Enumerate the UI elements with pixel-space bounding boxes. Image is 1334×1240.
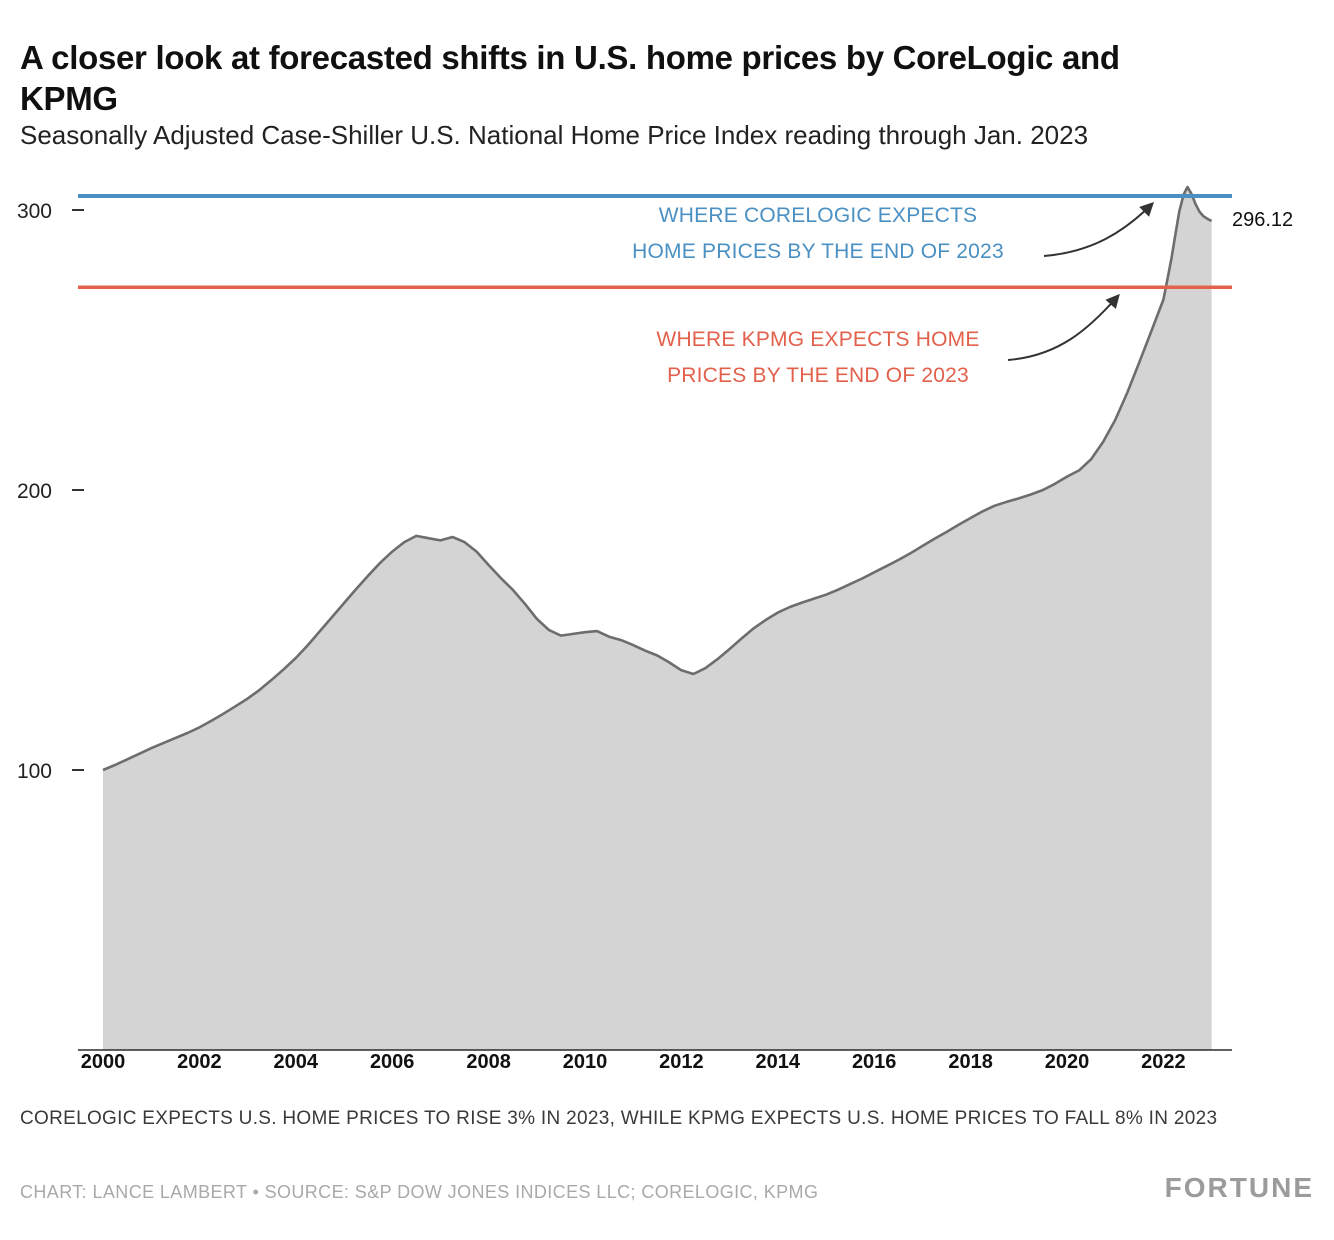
x-tick-label: 2000	[81, 1051, 126, 1073]
kpmg-annotation-line2: PRICES BY THE END OF 2023	[667, 364, 969, 387]
x-tick-label: 2010	[563, 1051, 608, 1073]
price-index-line	[102, 185, 1213, 772]
y-tick-label: 300	[17, 200, 52, 223]
latest-value-label: 296.12	[1232, 208, 1294, 231]
x-tick-label: 2012	[659, 1051, 704, 1073]
y-tick-label: 200	[17, 480, 52, 503]
corelogic-annotation-line1: WHERE CORELOGIC EXPECTS	[658, 204, 978, 227]
fortune-logo: FORTUNE	[1164, 1172, 1314, 1203]
x-axis: 2000 2002 2004 2006 2008 2010 2012 2014 2016 2018…	[81, 1051, 1186, 1073]
price-index-area	[103, 187, 1212, 1050]
x-tick-label: 2022	[1141, 1051, 1186, 1073]
page-title: A closer look at forecasted shifts in U.…	[20, 39, 1120, 118]
kpmg-annotation-line1: WHERE KPMG EXPECTS HOME	[656, 328, 980, 351]
source-credit: CHART: LANCE LAMBERT • SOURCE: S&P DOW J…	[20, 1182, 819, 1202]
x-tick-label: 2008	[466, 1051, 511, 1073]
x-tick-label: 2014	[756, 1051, 801, 1073]
corelogic-annotation: WHERE CORELOGIC EXPECTS HOME PRICES BY T…	[598, 198, 1038, 270]
kpmg-annotation: WHERE KPMG EXPECTS HOME PRICES BY THE EN…	[608, 322, 1028, 394]
corelogic-annotation-arrow	[1043, 202, 1154, 257]
chart-subtitle: Seasonally Adjusted Case-Shiller U.S. Na…	[20, 120, 1089, 150]
x-tick-label: 2004	[274, 1051, 319, 1073]
x-tick-label: 2018	[948, 1051, 993, 1073]
y-axis: 100 200 300	[17, 200, 84, 783]
y-tick-label: 100	[17, 760, 52, 783]
footnote: CORELOGIC EXPECTS U.S. HOME PRICES TO RI…	[20, 1108, 1218, 1129]
x-tick-label: 2016	[852, 1051, 897, 1073]
forecast-reference-lines	[78, 194, 1232, 290]
corelogic-annotation-line2: HOME PRICES BY THE END OF 2023	[632, 240, 1004, 263]
kpmg-annotation-arrow	[1007, 293, 1120, 361]
x-tick-label: 2002	[177, 1051, 222, 1073]
x-tick-label: 2006	[370, 1051, 415, 1073]
x-tick-label: 2020	[1045, 1051, 1090, 1073]
